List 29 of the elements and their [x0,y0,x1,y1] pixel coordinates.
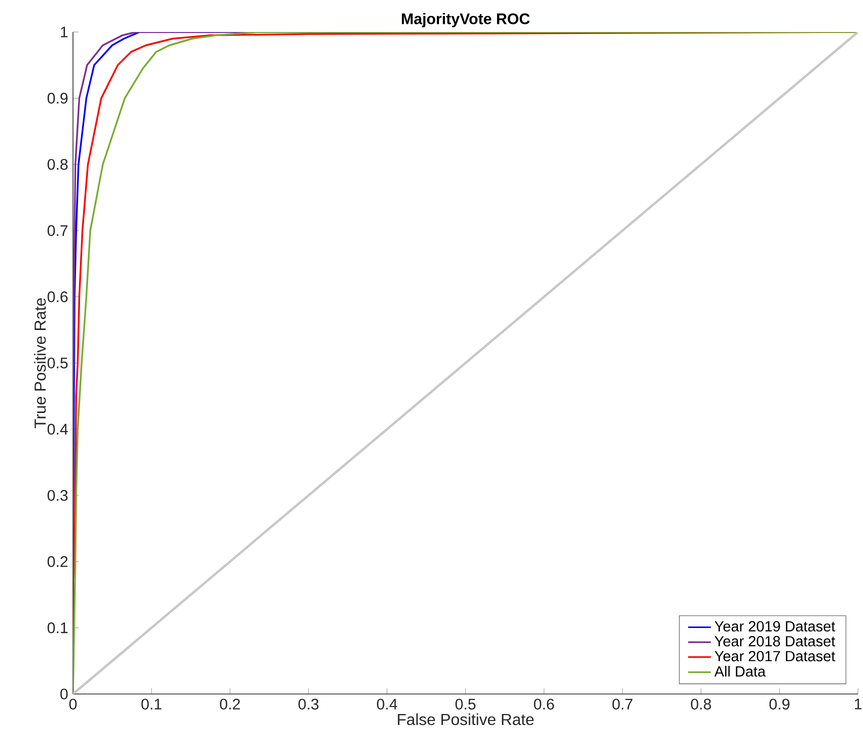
x-tick-label: 0.8 [690,698,711,710]
y-tick-label: 0.2 [48,556,68,568]
legend-label: Year 2017 Dataset [714,650,836,662]
y-tick-label: 0 [60,688,68,700]
x-tick-label: 0.3 [298,698,318,710]
x-tick-label: 0.5 [455,698,476,710]
y-tick-label: 0.1 [48,622,68,634]
x-tick-label: 0.7 [612,698,632,710]
x-tick-label: 0.2 [220,698,240,710]
x-tick-label: 0.6 [534,698,554,710]
y-tick-label: 0.4 [48,424,68,435]
y-tick-label: 1 [60,26,68,38]
y-tick-label: 0.3 [48,490,68,501]
x-tick-label: 0.1 [141,698,162,710]
x-tick-label: 1 [854,698,862,710]
legend-label: Year 2019 Dataset [714,621,836,632]
x-tick-label: 0 [69,698,77,710]
y-tick-label: 0.6 [48,291,68,302]
y-tick-label: 0.9 [48,92,68,104]
y-tick-label: 0.7 [48,225,68,236]
legend-label: Year 2018 Dataset [714,636,836,646]
chart-title: MajorityVote ROC [402,12,530,28]
x-tick-label: 0.9 [769,698,790,710]
y-tick-label: 0.5 [48,358,68,368]
y-axis-title: True Positive Rate [34,298,46,428]
x-axis-title: False Positive Rate [398,713,534,726]
x-tick-label: 0.4 [376,698,398,710]
legend-label: All Data [714,666,766,677]
y-tick-label: 0.8 [48,158,68,170]
